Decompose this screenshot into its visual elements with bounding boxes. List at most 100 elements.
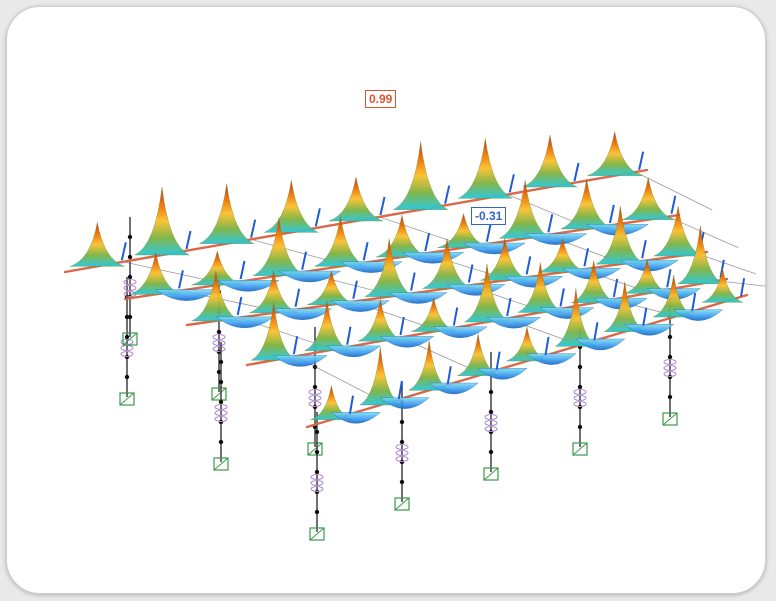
support-frame [122,332,138,346]
moment-trough [524,233,588,245]
column-node [216,329,222,335]
moment-trough [539,307,595,319]
spring-coil [310,480,324,486]
moment-trough [278,270,342,283]
column-node [218,439,224,445]
column-node [218,399,224,405]
support-brace [307,442,323,456]
column-node [124,374,130,380]
spring-icon [395,444,409,462]
column-node [312,384,318,390]
support-frame [211,387,227,401]
result-diagrams-layer [70,131,746,424]
reaction-tick [362,242,369,261]
reaction-tick [593,322,599,341]
moment-peak [571,260,617,304]
reaction-tick [547,214,554,233]
reaction-tick [583,248,590,267]
moment-peak [134,186,190,256]
structure-result-diagram[interactable] [7,7,766,594]
column-node [124,354,130,360]
column-node [216,369,222,375]
moment-peak [251,302,297,361]
reaction-tick [608,204,615,224]
support-icon [122,332,138,346]
column-node [577,364,583,370]
moment-trough [446,284,506,296]
support-icon [213,457,229,471]
moment-peak [70,222,125,267]
moment-peak [393,141,448,210]
support-brace [211,387,227,401]
min-value-label: -0.31 [471,207,507,225]
reaction-tick [740,278,746,297]
spring-icon [484,414,498,432]
column-node [127,254,133,260]
reaction-tick [642,307,648,326]
reaction-tick [559,288,565,307]
max-value-label: 0.99 [365,90,397,108]
spring-coil [395,450,409,456]
column-node [399,479,405,485]
support-brace [483,467,499,481]
model-viewport[interactable]: 0.99 -0.31 [6,6,766,594]
moment-trough [526,353,577,365]
reaction-tick [379,196,386,216]
support-frame [394,497,410,511]
column-node [218,359,224,365]
spring-coil [573,389,587,395]
reaction-tick [495,351,501,370]
spring-coil [663,371,677,377]
moment-trough [619,259,679,272]
column-node [314,449,320,455]
reaction-tick [485,223,492,242]
reaction-tick [178,270,184,289]
column-node [314,509,320,515]
moment-trough [216,280,280,292]
support-frame [307,442,323,456]
column-node [314,469,320,475]
reaction-tick [399,316,405,336]
spring-coil [123,285,137,291]
reaction-tick [446,366,452,385]
moment-peak [499,180,552,239]
reaction-tick [292,336,299,355]
reaction-tick [638,151,645,170]
support-brace [662,412,678,426]
reaction-tick [508,174,515,193]
moment-peak [677,225,723,284]
spring-coil [484,414,498,420]
moment-trough [462,242,526,255]
reaction-tick [239,260,246,280]
reaction-tick [346,326,352,345]
column-node [488,389,494,395]
support-frame [309,527,325,541]
spring-coil [308,389,322,395]
moment-trough [673,309,724,321]
moment-trough [155,289,218,301]
spring-coil [120,351,134,357]
reaction-tick [691,292,697,312]
moment-peak [458,138,513,199]
support-frame [483,467,499,481]
spring-coil [663,365,677,371]
moment-trough [326,345,381,358]
reaction-tick [467,264,474,283]
spring-coil [395,444,409,450]
moment-trough [388,292,448,304]
support-brace [122,332,138,346]
moment-peak [464,263,510,323]
moment-peak [328,176,384,222]
reaction-tick [236,296,243,316]
moment-trough [486,317,541,329]
reaction-tick [506,297,512,317]
spring-coil [663,359,677,365]
reaction-tick [544,336,550,356]
column-node [667,354,673,360]
spring-icon [214,404,228,422]
reaction-tick [352,280,358,299]
moment-trough [273,308,333,320]
reaction-tick [666,269,672,288]
moment-peak [587,131,642,176]
moment-trough [504,276,564,288]
